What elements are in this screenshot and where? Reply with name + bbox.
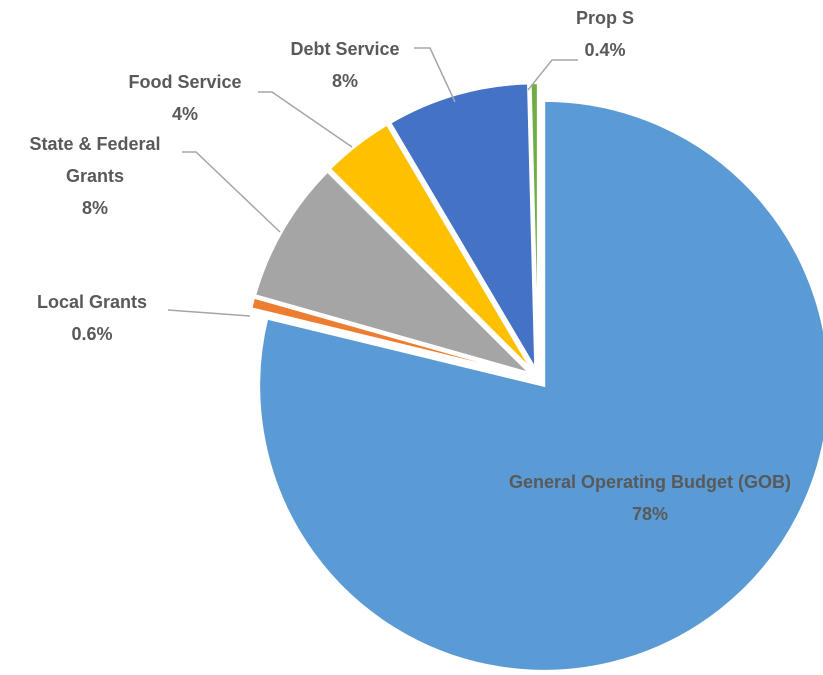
category-label: Debt Service (290, 39, 400, 59)
category-label: General Operating Budget (GOB) (508, 472, 792, 492)
leader-line (182, 151, 281, 233)
data-label: Food Service 4% (100, 66, 270, 130)
pie-slice (258, 99, 823, 672)
data-label: Local Grants 0.6% (7, 286, 177, 350)
value-label: 4% (171, 104, 198, 124)
pie-slice (253, 170, 533, 375)
leader-line (258, 91, 353, 148)
pie-slice (250, 296, 529, 377)
value-label: 78% (631, 504, 669, 524)
data-label: Prop S 0.4% (555, 2, 655, 66)
leader-line (527, 59, 578, 91)
pie-slice (328, 123, 533, 371)
leader-line (167, 309, 251, 317)
value-label: 0.4% (584, 40, 626, 60)
value-label: 8% (81, 198, 108, 218)
category-label: Prop S (575, 8, 634, 28)
category-label: Local Grants (36, 292, 148, 312)
value-label: 0.6% (71, 324, 113, 344)
data-label: Debt Service 8% (260, 33, 430, 97)
category-label: State & Federal Grants (29, 134, 161, 186)
data-label: General Operating Budget (GOB) 78% (500, 466, 800, 530)
leader-line (414, 47, 456, 103)
value-label: 8% (331, 71, 358, 91)
data-label: State & Federal Grants 8% (0, 128, 190, 224)
pie-slice (389, 82, 537, 373)
category-label: Food Service (128, 72, 242, 92)
